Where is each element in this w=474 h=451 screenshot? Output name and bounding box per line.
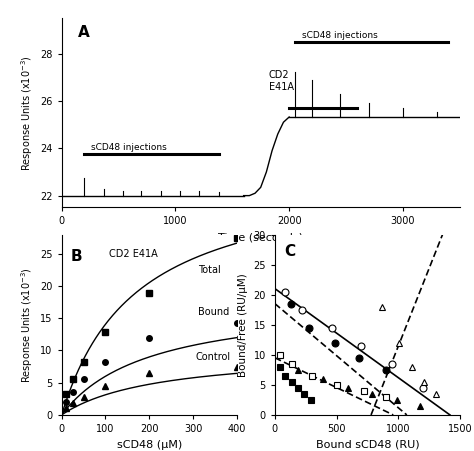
Text: Bound: Bound — [198, 307, 229, 317]
X-axis label: sCD48 (μM): sCD48 (μM) — [117, 440, 182, 450]
Y-axis label: Response Units (x10$^{-3}$): Response Units (x10$^{-3}$) — [19, 55, 35, 170]
Text: sCD48 injections: sCD48 injections — [301, 31, 377, 40]
Text: C: C — [284, 244, 295, 258]
Y-axis label: Bound/Free (RU/μM): Bound/Free (RU/μM) — [238, 273, 248, 377]
Text: CD2 E41A: CD2 E41A — [109, 249, 158, 259]
Text: B: B — [71, 249, 82, 264]
Y-axis label: Response Units (x10$^{-3}$): Response Units (x10$^{-3}$) — [19, 267, 35, 382]
Text: Total: Total — [198, 265, 220, 275]
Text: CD2
E41A: CD2 E41A — [269, 70, 294, 92]
Text: sCD48 injections: sCD48 injections — [91, 143, 167, 152]
X-axis label: Bound sCD48 (RU): Bound sCD48 (RU) — [316, 440, 419, 450]
Text: A: A — [78, 25, 89, 40]
X-axis label: Time (seconds): Time (seconds) — [218, 232, 303, 242]
Text: Control: Control — [195, 352, 230, 362]
